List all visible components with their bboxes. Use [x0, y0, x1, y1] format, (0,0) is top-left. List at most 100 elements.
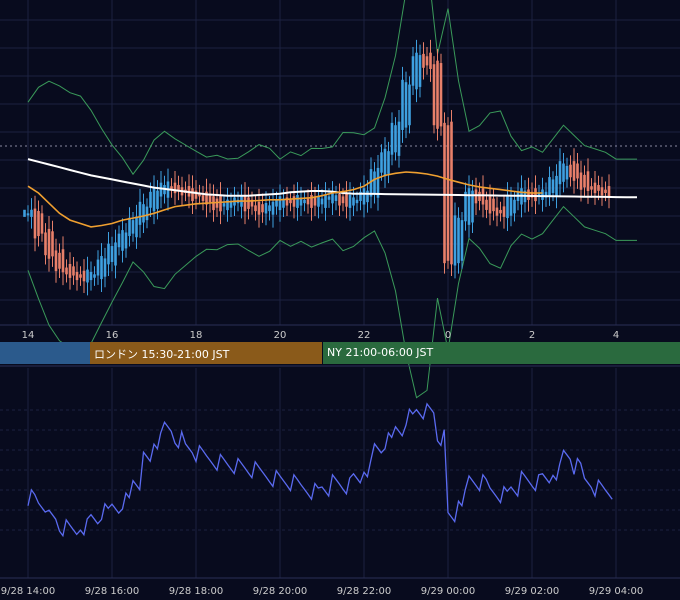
candle-body: [572, 161, 576, 181]
oscillator-grid: [0, 368, 680, 578]
candle-body: [114, 242, 117, 266]
candle-body: [177, 185, 180, 191]
candle-body: [198, 193, 201, 197]
candle-body: [208, 194, 212, 203]
candle-body: [460, 220, 464, 261]
candle-body: [513, 199, 516, 214]
candle-body: [271, 201, 275, 215]
candle-body: [450, 121, 453, 265]
candle-body: [103, 258, 107, 277]
candle-body: [506, 195, 509, 219]
candle-body: [51, 231, 54, 257]
candle-body: [320, 198, 324, 205]
candle-body: [23, 209, 26, 217]
candle-body: [394, 125, 397, 153]
candle-body: [226, 199, 229, 211]
candle-body: [72, 266, 75, 276]
candle-body: [590, 186, 593, 190]
candle-body: [30, 209, 33, 217]
candle-body: [380, 152, 383, 173]
candle-body: [229, 201, 233, 208]
moving-average-slow: [27, 158, 638, 199]
candle-body: [425, 56, 429, 66]
candle-body: [26, 213, 30, 216]
candle-body: [369, 169, 373, 197]
candle-body: [65, 267, 68, 275]
candle-body: [334, 195, 338, 201]
candle-body: [478, 191, 481, 201]
candle-body: [576, 163, 579, 179]
oscillator-panel: 9/28 14:00 9/28 16:00 9/28 18:00 9/28 20:00…: [0, 365, 680, 597]
candle-body: [96, 259, 100, 276]
price-x-tick-label: 18: [190, 330, 203, 341]
candle-body: [222, 203, 226, 207]
candle-body: [306, 198, 310, 205]
candle-body: [54, 250, 58, 272]
candle-body: [495, 207, 499, 216]
candle-body: [373, 171, 376, 195]
candle-body: [429, 52, 432, 69]
candle-body: [317, 196, 320, 207]
candle-body: [390, 122, 394, 155]
price-x-tick-label: 0: [445, 330, 451, 341]
candle-body: [156, 190, 159, 209]
candle-body: [562, 163, 565, 182]
price-x-tick-label: 4: [613, 330, 619, 341]
candle-body: [607, 186, 611, 197]
candle-body: [488, 196, 492, 214]
candle-body: [457, 217, 460, 264]
candle-body: [79, 274, 82, 278]
candle-body: [446, 125, 450, 261]
price-x-tick-label: 22: [358, 330, 371, 341]
candle-body: [387, 151, 390, 174]
candle-body: [324, 195, 327, 208]
candle-body: [149, 191, 152, 208]
session-london-label: ロンドン 15:30-21:00 JST: [94, 348, 230, 361]
candle-body: [579, 172, 583, 190]
candle-body: [443, 122, 446, 264]
candle-body: [404, 82, 408, 128]
candle-body: [366, 190, 369, 203]
candle-body: [33, 208, 37, 239]
candle-body: [58, 252, 61, 269]
candle-body: [219, 195, 222, 212]
candle-body: [310, 195, 313, 208]
osc-x-tick-label: 9/29 04:00: [589, 586, 643, 597]
candle-body: [261, 204, 264, 213]
candle-body: [131, 220, 135, 234]
bollinger-lower: [27, 205, 637, 399]
candle-body: [422, 53, 425, 68]
moving-average-fast: [27, 171, 543, 228]
candle-body: [289, 199, 292, 204]
candle-body: [299, 197, 303, 206]
candle-body: [44, 232, 47, 256]
oscillator-line: [27, 402, 613, 538]
osc-x-tick-label: 9/29 00:00: [421, 586, 475, 597]
candle-body: [464, 191, 467, 222]
candle-body: [534, 188, 537, 202]
candle-body: [502, 206, 506, 217]
oscillator-x-axis: 9/28 14:00 9/28 16:00 9/28 18:00 9/28 20:00…: [1, 586, 643, 597]
candle-body: [355, 199, 359, 204]
candle-body: [474, 189, 478, 204]
candle-body: [348, 195, 352, 208]
candle-body: [597, 185, 600, 191]
candle-body: [453, 215, 457, 266]
session-london: ロンドン 15:30-21:00 JST: [90, 342, 322, 364]
candle-body: [205, 191, 208, 205]
candle-body: [485, 199, 488, 210]
candle-body: [264, 202, 268, 214]
candle-body: [257, 201, 261, 215]
bollinger-bands: [27, 0, 637, 399]
candle-body: [551, 179, 555, 193]
candle-body: [191, 188, 194, 202]
candle-body: [352, 197, 355, 206]
candle-body: [159, 182, 163, 197]
candle-body: [530, 191, 534, 198]
candle-body: [107, 243, 110, 265]
candle-body: [471, 190, 474, 223]
candle-body: [548, 177, 551, 196]
candle-body: [194, 190, 198, 199]
candle-body: [47, 228, 51, 259]
candle-body: [569, 164, 572, 178]
